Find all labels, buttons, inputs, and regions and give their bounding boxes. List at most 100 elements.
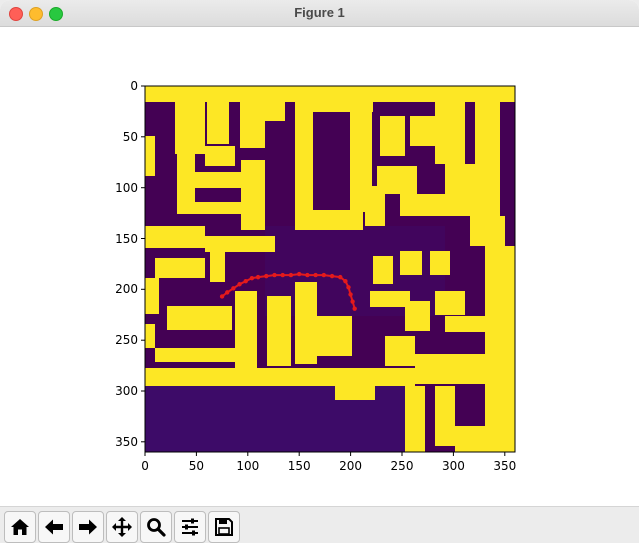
- obstacle: [365, 186, 385, 226]
- trajectory-point: [350, 299, 355, 304]
- obstacle: [415, 354, 485, 384]
- plot-svg: 0 50 100 150 200 250 300 350: [115, 79, 516, 473]
- trajectory-point: [272, 272, 277, 278]
- figure-canvas[interactable]: 0 50 100 150 200 250 300 350: [0, 27, 639, 506]
- x-axis: 0 50 100 150 200 250 300 350: [141, 452, 516, 473]
- y-tick-label: 150: [115, 232, 138, 246]
- x-tick-label: 0: [141, 459, 149, 473]
- obstacle: [485, 246, 515, 452]
- obstacle: [295, 98, 313, 230]
- obstacle: [145, 136, 155, 176]
- obstacle: [313, 210, 363, 230]
- obstacle: [405, 386, 425, 452]
- obstacle: [205, 146, 235, 166]
- trajectory-point: [348, 292, 353, 297]
- trajectory-point: [321, 272, 327, 278]
- obstacle: [400, 251, 422, 275]
- obstacle: [410, 116, 435, 146]
- trajectory-point: [219, 294, 225, 299]
- obstacle: [155, 258, 205, 278]
- obstacle: [195, 202, 255, 214]
- obstacle: [435, 94, 465, 164]
- obstacle-layer: [145, 86, 515, 452]
- zoom-button[interactable]: [140, 511, 172, 543]
- trajectory-line: [221, 273, 356, 309]
- obstacle: [373, 256, 393, 284]
- trajectory-point: [338, 274, 343, 280]
- window-title: Figure 1: [294, 5, 345, 20]
- pan-button[interactable]: [106, 511, 138, 543]
- x-tick-label: 250: [391, 459, 414, 473]
- trajectory-point: [343, 279, 348, 284]
- trajectory-layer: [219, 271, 357, 311]
- obstacle: [470, 216, 505, 246]
- x-tick-label: 300: [442, 459, 465, 473]
- obstacle: [145, 368, 415, 386]
- obstacle: [210, 252, 225, 282]
- obstacle: [145, 278, 159, 314]
- obstacle: [380, 116, 405, 156]
- maximize-window-button[interactable]: [49, 7, 63, 21]
- back-button[interactable]: [38, 511, 70, 543]
- minimize-window-button[interactable]: [29, 7, 43, 21]
- x-tick-label: 150: [288, 459, 311, 473]
- x-tick-label: 100: [236, 459, 259, 473]
- y-axis: 0 50 100 150 200 250 300 350: [115, 79, 145, 449]
- trajectory-point: [280, 272, 285, 278]
- forward-button[interactable]: [72, 511, 104, 543]
- x-tick-label: 50: [189, 459, 204, 473]
- arrow-left-icon: [45, 519, 63, 535]
- trajectory-point: [249, 275, 255, 281]
- obstacle: [195, 172, 245, 188]
- obstacle: [145, 324, 155, 348]
- configure-subplots-button[interactable]: [174, 511, 206, 543]
- y-tick-label: 50: [123, 130, 138, 144]
- y-tick-label: 0: [130, 79, 138, 93]
- x-tick-label: 350: [493, 459, 516, 473]
- trajectory-point: [346, 285, 351, 290]
- obstacle: [267, 296, 291, 366]
- save-button[interactable]: [208, 511, 240, 543]
- sliders-icon: [182, 518, 198, 536]
- navigation-toolbar: [0, 506, 639, 543]
- trajectory-point: [288, 272, 294, 278]
- obstacle: [167, 306, 232, 330]
- obstacle: [265, 96, 285, 121]
- trajectory-point: [313, 272, 318, 278]
- close-window-button[interactable]: [9, 7, 23, 21]
- home-button[interactable]: [4, 511, 36, 543]
- obstacle: [175, 102, 205, 154]
- obstacle: [445, 164, 485, 194]
- obstacle: [455, 426, 485, 452]
- obstacle: [205, 236, 275, 252]
- obstacle: [145, 226, 205, 248]
- y-tick-label: 300: [115, 384, 138, 398]
- floppy-disk-icon: [215, 518, 233, 536]
- x-tick-label: 200: [339, 459, 362, 473]
- move-icon: [112, 517, 132, 537]
- obstacle: [313, 98, 373, 112]
- obstacle: [235, 291, 257, 371]
- obstacle: [241, 160, 265, 230]
- trajectory-point: [352, 306, 357, 311]
- trajectory-point: [329, 273, 335, 279]
- obstacle: [295, 282, 317, 364]
- obstacle: [400, 194, 500, 216]
- obstacle: [370, 291, 410, 307]
- obstacle: [445, 316, 485, 332]
- obstacle: [350, 104, 372, 212]
- y-tick-label: 350: [115, 435, 138, 449]
- obstacle: [435, 291, 465, 315]
- obstacle: [335, 386, 375, 400]
- obstacle: [177, 154, 195, 214]
- trajectory-point: [231, 286, 236, 291]
- trajectory-point: [225, 290, 230, 295]
- y-tick-label: 100: [115, 181, 138, 195]
- axes-frame: [144, 85, 516, 453]
- home-icon: [11, 519, 29, 535]
- obstacle: [145, 86, 515, 102]
- obstacle: [317, 316, 352, 356]
- trajectory-point: [305, 272, 310, 278]
- obstacle: [240, 96, 265, 148]
